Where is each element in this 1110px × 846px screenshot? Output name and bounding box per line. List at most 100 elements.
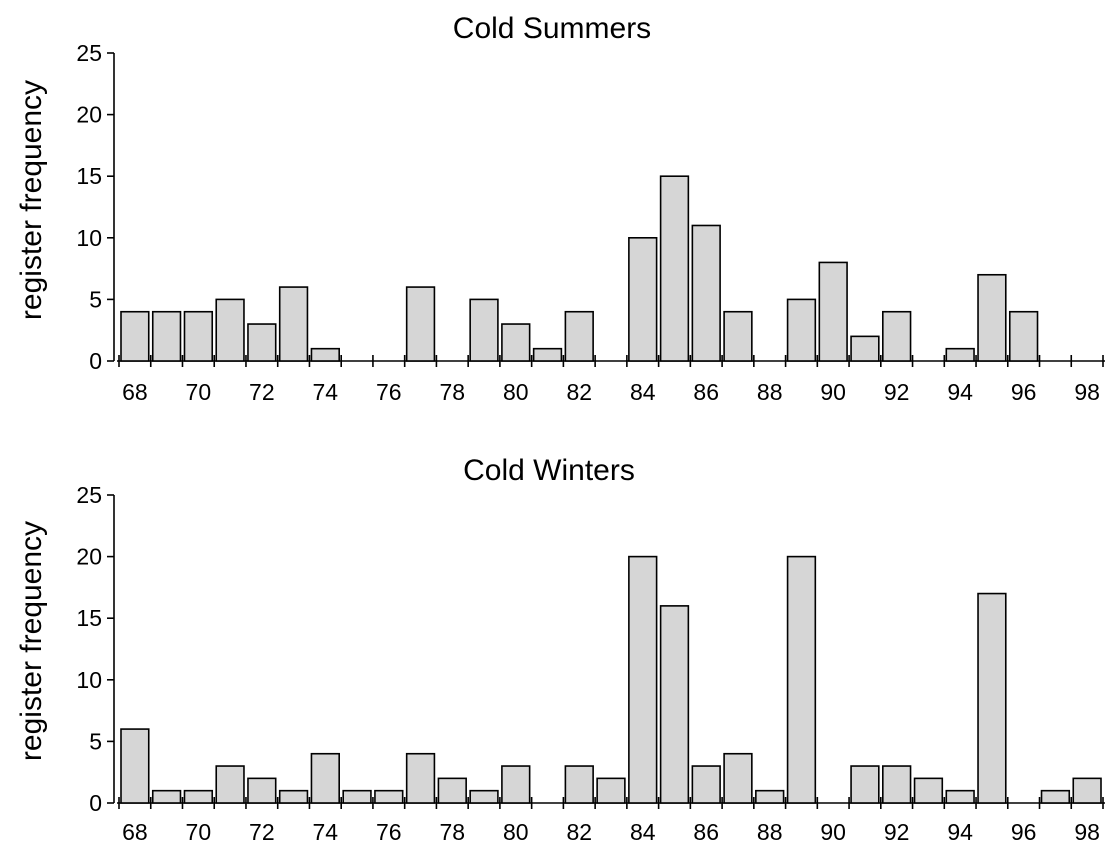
y-axis-label: register frequency — [15, 80, 48, 320]
bar — [913, 777, 944, 804]
bar — [120, 310, 150, 362]
axes — [113, 495, 1105, 809]
y-ticks: 0 5 10 15 20 25 — [76, 482, 114, 816]
y-tick-label: 15 — [76, 163, 102, 189]
bar — [596, 777, 626, 804]
bar — [977, 273, 1007, 362]
bars — [120, 175, 1039, 362]
x-tick-label: 68 — [122, 379, 148, 405]
x-ticks: 68 70 72 74 76 78 80 82 84 86 88 90 92 94 96 98 — [122, 819, 1100, 845]
bars — [120, 555, 1102, 804]
bar — [405, 752, 436, 804]
x-tick-label: 80 — [503, 379, 529, 405]
x-tick-label: 90 — [820, 819, 846, 845]
x-tick-label: 98 — [1074, 379, 1100, 405]
y-tick-label: 25 — [76, 482, 102, 508]
bar — [310, 347, 340, 362]
chart-cold-winters: Cold Winters register frequency 0 5 10 15 20… — [15, 454, 1105, 845]
x-tick-label: 72 — [249, 379, 275, 405]
x-tick-label: 76 — [376, 379, 402, 405]
bar — [818, 261, 848, 362]
y-tick-label: 25 — [76, 40, 102, 66]
x-tick-label: 70 — [186, 379, 212, 405]
bar — [628, 555, 658, 804]
x-tick-label: 70 — [186, 819, 212, 845]
x-tick-label: 80 — [503, 819, 529, 845]
x-tick-label: 96 — [1011, 379, 1037, 405]
bar — [882, 765, 912, 804]
y-tick-label: 5 — [89, 286, 102, 312]
x-tick-label: 74 — [313, 819, 339, 845]
x-tick-label: 72 — [249, 819, 275, 845]
bar — [310, 752, 340, 804]
x-tick-label: 84 — [630, 379, 656, 405]
bar — [659, 175, 690, 362]
y-tick-label: 5 — [89, 728, 102, 754]
chart-title: Cold Summers — [453, 12, 651, 45]
x-tick-label: 82 — [566, 819, 592, 845]
bar — [723, 310, 753, 362]
y-tick-label: 10 — [76, 667, 102, 693]
bar — [564, 310, 594, 362]
chart-title: Cold Winters — [463, 454, 635, 487]
bar — [977, 592, 1007, 804]
x-tick-label: 92 — [884, 819, 910, 845]
x-tick-label: 82 — [566, 379, 592, 405]
bar — [945, 789, 975, 804]
x-tick-label: 88 — [757, 379, 783, 405]
bar — [278, 286, 309, 362]
bar — [1040, 789, 1071, 804]
bar — [1072, 777, 1102, 804]
bar — [469, 298, 499, 362]
bar — [564, 765, 594, 804]
y-tick-label: 20 — [76, 102, 102, 128]
y-tick-label: 0 — [89, 790, 102, 816]
y-ticks: 0 5 10 15 20 25 — [76, 40, 114, 374]
x-tick-label: 78 — [439, 819, 465, 845]
x-tick-label: 88 — [757, 819, 783, 845]
bar — [469, 789, 499, 804]
bar — [374, 789, 404, 804]
bar — [278, 789, 309, 804]
bar — [501, 765, 531, 804]
x-tick-label: 86 — [693, 379, 719, 405]
bar — [850, 765, 880, 804]
bar — [501, 323, 531, 362]
bar — [247, 777, 277, 804]
bar — [786, 555, 817, 804]
x-tick-label: 74 — [313, 379, 339, 405]
bar — [945, 347, 975, 362]
y-tick-label: 15 — [76, 605, 102, 631]
x-tick-label: 68 — [122, 819, 148, 845]
x-tick-label: 76 — [376, 819, 402, 845]
bar — [183, 310, 214, 362]
bar — [215, 765, 245, 804]
x-tick-label: 96 — [1011, 819, 1037, 845]
bar — [882, 310, 912, 362]
x-tick-label: 84 — [630, 819, 656, 845]
chart-cold-summers: Cold Summers register frequency 0 5 10 15 20… — [15, 12, 1105, 405]
bar — [628, 237, 658, 362]
x-tick-label: 92 — [884, 379, 910, 405]
y-tick-label: 0 — [89, 348, 102, 374]
bar — [151, 310, 182, 362]
axes — [113, 53, 1105, 367]
x-tick-label: 94 — [947, 379, 973, 405]
y-tick-label: 10 — [76, 225, 102, 251]
x-tick-label: 90 — [820, 379, 846, 405]
bar — [183, 789, 214, 804]
bar — [786, 298, 817, 362]
x-tick-label: 98 — [1074, 819, 1100, 845]
bar — [691, 224, 721, 362]
bar — [659, 605, 690, 804]
x-tick-label: 78 — [439, 379, 465, 405]
x-tick-label: 94 — [947, 819, 973, 845]
bar — [850, 335, 880, 362]
bar — [247, 323, 277, 362]
bar — [437, 777, 467, 804]
x-ticks: 68 70 72 74 76 78 80 82 84 86 88 90 92 94 96 98 — [122, 379, 1100, 405]
bar — [1008, 310, 1039, 362]
bar — [532, 347, 563, 362]
bar — [723, 752, 753, 804]
